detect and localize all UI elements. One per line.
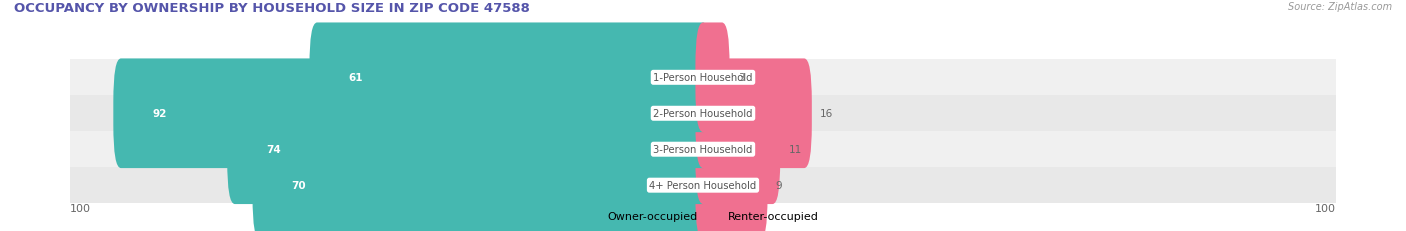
FancyBboxPatch shape bbox=[696, 95, 780, 204]
Text: 74: 74 bbox=[266, 145, 281, 155]
Text: 1-Person Household: 1-Person Household bbox=[654, 73, 752, 83]
Bar bbox=[70, 60, 1336, 96]
FancyBboxPatch shape bbox=[253, 131, 710, 231]
Text: 70: 70 bbox=[291, 180, 307, 190]
FancyBboxPatch shape bbox=[696, 59, 811, 168]
Bar bbox=[70, 167, 1336, 203]
Text: 4+ Person Household: 4+ Person Household bbox=[650, 180, 756, 190]
Text: 100: 100 bbox=[70, 203, 91, 213]
Text: 61: 61 bbox=[349, 73, 363, 83]
Bar bbox=[70, 96, 1336, 132]
FancyBboxPatch shape bbox=[696, 23, 730, 133]
Text: OCCUPANCY BY OWNERSHIP BY HOUSEHOLD SIZE IN ZIP CODE 47588: OCCUPANCY BY OWNERSHIP BY HOUSEHOLD SIZE… bbox=[14, 2, 530, 15]
FancyBboxPatch shape bbox=[696, 131, 768, 231]
Text: 11: 11 bbox=[789, 145, 801, 155]
FancyBboxPatch shape bbox=[309, 23, 710, 133]
Text: 2-Person Household: 2-Person Household bbox=[654, 109, 752, 119]
Bar bbox=[70, 132, 1336, 167]
Text: 16: 16 bbox=[820, 109, 834, 119]
Text: 9: 9 bbox=[776, 180, 782, 190]
FancyBboxPatch shape bbox=[228, 95, 710, 204]
Legend: Owner-occupied, Renter-occupied: Owner-occupied, Renter-occupied bbox=[582, 206, 824, 225]
Text: 92: 92 bbox=[152, 109, 167, 119]
Text: 3-Person Household: 3-Person Household bbox=[654, 145, 752, 155]
Text: 100: 100 bbox=[1315, 203, 1336, 213]
Text: Source: ZipAtlas.com: Source: ZipAtlas.com bbox=[1288, 2, 1392, 12]
Text: 3: 3 bbox=[738, 73, 744, 83]
FancyBboxPatch shape bbox=[114, 59, 710, 168]
